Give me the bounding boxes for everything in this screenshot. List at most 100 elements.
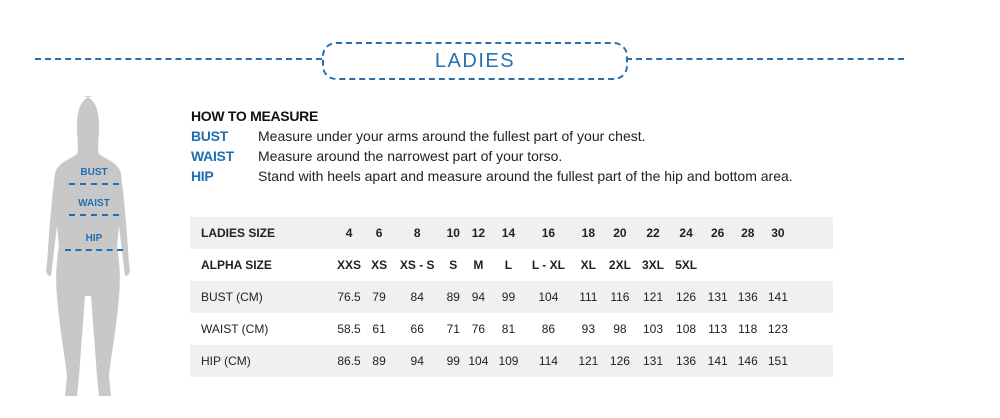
table-cell: 86.5	[337, 354, 361, 368]
measure-text: Stand with heels apart and measure aroun…	[258, 168, 793, 184]
table-cell: 121	[642, 290, 663, 304]
table-cell: 89	[372, 354, 386, 368]
table-cell: 30	[771, 226, 785, 240]
table-cell: 116	[610, 290, 630, 304]
table-cell: 8	[413, 226, 421, 240]
table-cell: 16	[541, 226, 556, 240]
measure-label: HIP	[191, 168, 214, 184]
table-cell: 28	[741, 226, 755, 240]
table-pad	[793, 313, 833, 345]
divider-left	[35, 58, 322, 60]
table-cell: 14	[501, 226, 516, 240]
table-cell: XXS	[337, 258, 362, 272]
measure-waist: WAIST Measure around the narrowest part o…	[191, 148, 793, 168]
section-title: LADIES	[322, 42, 628, 80]
table-cell: 5XL	[675, 258, 698, 272]
table-row: ALPHA SIZE XXS XS XS - S S M L L - XL XL 2XL 3XL 5X…	[190, 249, 833, 281]
table-row: HIP (CM) 86.5 89 94 99 104 109 114 121 126 131 136 1…	[190, 345, 833, 377]
row-header: ALPHA SIZE	[201, 258, 272, 272]
table-row: LADIES SIZE 4 6 8 10 12 14 16 18 20 22 24 26 28 30	[190, 217, 833, 249]
table-cell: XS	[371, 258, 388, 272]
how-to-heading: HOW TO MEASURE	[191, 108, 318, 124]
table-cell: 18	[581, 226, 595, 240]
table-cell: 146	[737, 354, 758, 368]
woman-figure-icon	[46, 96, 130, 396]
table-cell: 58.5	[337, 322, 361, 336]
table-row: BUST (CM) 76.5 79 84 89 94 99 104 111 116 121 126 13…	[190, 281, 833, 313]
table-cell: 113	[708, 322, 728, 336]
table-pad	[793, 281, 833, 313]
table-cell: 141	[707, 354, 728, 368]
how-to-measure: HOW TO MEASURE BUST Measure under your ar…	[191, 108, 793, 188]
table-cell: 98	[613, 322, 627, 336]
table-cell: 109	[498, 354, 519, 368]
table-cell: L	[504, 258, 513, 272]
figure-label-hip: HIP	[85, 233, 103, 244]
table-cell: S	[449, 258, 458, 272]
table-cell: 24	[679, 226, 693, 240]
table-cell: 3XL	[641, 258, 664, 272]
table-cell: 99	[446, 354, 460, 368]
table-cell	[733, 249, 763, 281]
table-cell: 6	[375, 226, 383, 240]
table-cell: 104	[538, 290, 559, 304]
table-cell: 108	[676, 322, 697, 336]
table-cell: 12	[471, 226, 486, 240]
table-cell: 126	[609, 354, 630, 368]
figure-label-waist: WAIST	[78, 198, 110, 209]
row-header: BUST (CM)	[201, 290, 263, 304]
waist-line	[69, 214, 119, 216]
table-cell: 66	[410, 322, 424, 336]
table-cell: 114	[538, 354, 558, 368]
table-cell: 103	[642, 322, 663, 336]
table-row: WAIST (CM) 58.5 61 66 71 76 81 86 93 98 103 108 113 1…	[190, 313, 833, 345]
divider-right	[626, 58, 904, 60]
table-cell: 131	[642, 354, 663, 368]
table-cell: 99	[501, 290, 516, 304]
table-cell: 76.5	[337, 290, 361, 304]
table-cell: 104	[468, 354, 489, 368]
table-cell: 76	[471, 322, 486, 336]
table-cell: 118	[738, 322, 758, 336]
figure-label-bust: BUST	[80, 167, 108, 178]
table-cell: 26	[710, 226, 725, 240]
table-cell: XL	[580, 258, 596, 272]
table-cell: 2XL	[608, 258, 631, 272]
table-cell: 141	[767, 290, 788, 304]
measure-hip: HIP Stand with heels apart and measure ar…	[191, 168, 793, 188]
table-cell: L - XL	[531, 258, 565, 272]
table-pad	[793, 217, 833, 249]
table-cell: 93	[581, 322, 595, 336]
table-cell: 20	[613, 226, 627, 240]
row-header: LADIES SIZE	[201, 226, 276, 240]
table-cell: 81	[501, 322, 516, 336]
measure-label: WAIST	[191, 148, 234, 164]
table-cell: 86	[541, 322, 556, 336]
table-pad	[793, 249, 833, 281]
row-header: HIP (CM)	[201, 354, 251, 368]
table-cell	[763, 249, 793, 281]
size-table: LADIES SIZE 4 6 8 10 12 14 16 18 20 22 24 26 28 30 ALPH…	[190, 217, 833, 377]
table-pad	[793, 345, 833, 377]
table-cell: 151	[767, 354, 788, 368]
table-cell: 10	[446, 226, 460, 240]
table-cell: XS - S	[399, 258, 435, 272]
table-cell	[703, 249, 733, 281]
table-cell: 79	[372, 290, 386, 304]
hip-line	[65, 249, 123, 251]
bust-line	[69, 183, 119, 185]
table-cell: 71	[446, 322, 460, 336]
table-cell: M	[473, 258, 484, 272]
table-cell: 94	[471, 290, 486, 304]
measure-text: Measure under your arms around the fulle…	[258, 128, 646, 144]
table-cell: 22	[646, 226, 660, 240]
table-cell: 89	[446, 290, 460, 304]
table-cell: 131	[707, 290, 728, 304]
measure-bust: BUST Measure under your arms around the f…	[191, 128, 793, 148]
row-header: WAIST (CM)	[201, 322, 269, 336]
table-cell: 126	[676, 290, 697, 304]
table-cell: 123	[767, 322, 788, 336]
table-cell: 111	[579, 290, 598, 304]
measure-text: Measure around the narrowest part of you…	[258, 148, 563, 164]
table-cell: 61	[372, 322, 386, 336]
